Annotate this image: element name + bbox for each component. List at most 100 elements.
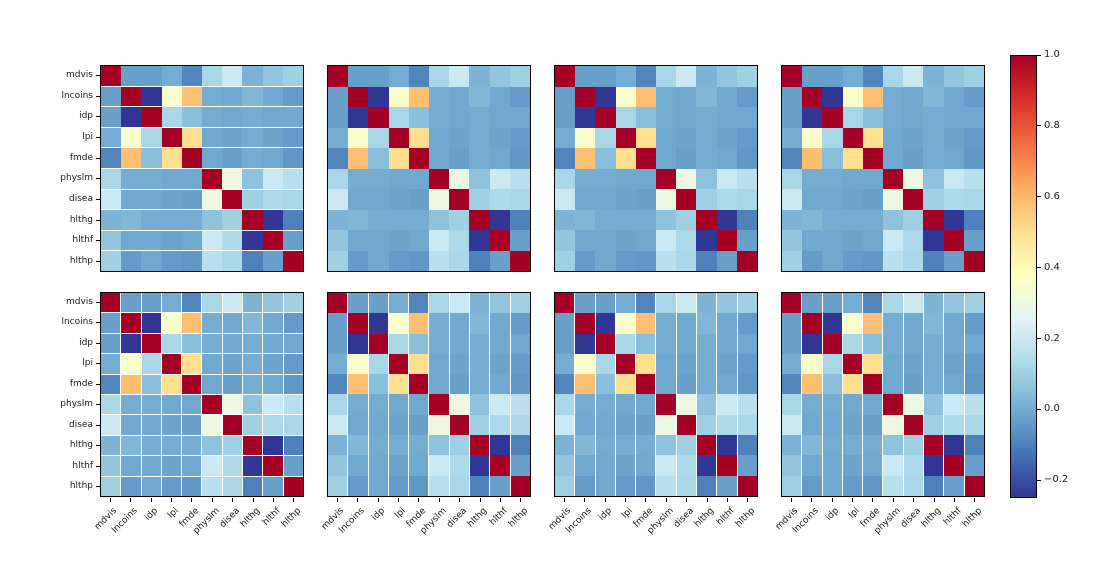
heatmap-cell [802,168,823,189]
heatmap-cell [328,86,349,107]
heatmap-cell [595,230,616,251]
x-tick-mark [706,498,708,502]
y-tick-mark [96,240,100,242]
heatmap-cell [282,66,303,86]
heatmap-cell [263,333,283,354]
heatmap-cell [863,374,883,395]
heatmap-cell [161,394,182,415]
heatmap-cell [635,168,656,189]
heatmap-cell [469,189,490,210]
heatmap-cell [923,148,944,169]
heatmap-cell [737,313,757,334]
heatmap-cell [883,66,904,87]
heatmap-cell [615,374,636,395]
heatmap-cell [863,435,883,456]
heatmap-cell [489,107,510,128]
heatmap-cell [429,86,450,107]
heatmap-cell [101,456,121,476]
heatmap-cell [489,148,510,169]
heatmap-cell [615,313,636,334]
y-tick-mark [96,465,100,467]
heatmap-cell [575,209,596,230]
heatmap-cell [429,394,449,415]
colorbar-tick-label: 0.4 [1044,261,1060,273]
heatmap-cell [283,476,303,496]
heatmap-cell [964,293,984,314]
heatmap-cell [676,374,697,395]
x-tick-mark [604,498,606,502]
heatmap-cell [923,230,944,251]
x-tick-mark [563,498,565,502]
heatmap-cell [408,230,429,251]
heatmap-cell [368,374,388,395]
heatmap-cell [615,189,636,210]
heatmap-cell [676,107,697,128]
heatmap-cell [782,86,803,107]
heatmap-cell [595,333,615,354]
heatmap-cell [121,333,141,354]
heatmap-cell [575,475,595,496]
heatmap-cell [388,333,409,354]
heatmap-cell [802,107,823,128]
heatmap-cell [555,66,576,87]
heatmap-cell [202,415,222,435]
y-tick-mark [96,74,100,76]
heatmap-cell [923,86,944,107]
heatmap-cell [388,435,409,456]
heatmap-cell [141,251,162,271]
heatmap-cell [575,66,596,87]
heatmap-cell [883,394,903,415]
heatmap-cell [283,435,303,456]
heatmap-cell [510,455,530,476]
x-tick-label: hlthf [260,506,283,528]
heatmap-cell [283,293,303,313]
heatmap-cell [636,475,656,496]
heatmap-cell [222,189,243,210]
heatmap-cell [635,107,656,128]
heatmap-cell [615,435,636,456]
x-tick-mark [790,498,792,502]
heatmap-cell [101,374,121,394]
heatmap-panel-r1c1 [327,292,531,497]
heatmap-cell [469,250,490,271]
y-tick-mark [96,157,100,159]
heatmap-cell [449,168,470,189]
heatmap-cell [368,414,388,436]
heatmap-cell [862,209,883,230]
heatmap-cell [510,353,530,375]
heatmap-cell [449,148,470,169]
x-tick-label: hlthp [279,506,303,530]
heatmap-cell [924,293,944,314]
heatmap-cell [736,86,757,107]
heatmap-cell [635,66,656,87]
y-tick-label: hlthf [72,235,93,246]
heatmap-cell [676,414,697,436]
heatmap-cell [717,353,737,375]
heatmap-cell [943,66,964,87]
heatmap-cell [429,455,449,476]
heatmap-cell [944,414,964,436]
heatmap-cell [883,250,904,271]
heatmap-cell [263,354,283,374]
heatmap-cell [429,374,449,395]
heatmap-cell [555,374,575,395]
heatmap-cell [575,148,596,169]
heatmap-cell [923,209,944,230]
heatmap-cell [470,455,490,476]
heatmap-cell [615,293,636,314]
heatmap-cell [575,414,595,436]
heatmap-cell [737,293,757,314]
heatmap-cell [181,189,202,210]
heatmap-cell [636,313,656,334]
heatmap-cell [615,475,636,496]
heatmap-cell [595,250,616,271]
x-tick-mark [479,498,481,502]
heatmap-cell [408,168,429,189]
heatmap-cell [222,313,243,333]
heatmap-cell [676,66,697,87]
heatmap-cell [676,353,697,375]
heatmap-cell [470,414,490,436]
heatmap-cell [963,189,984,210]
heatmap-cell [635,127,656,148]
heatmap-cell [222,148,243,168]
